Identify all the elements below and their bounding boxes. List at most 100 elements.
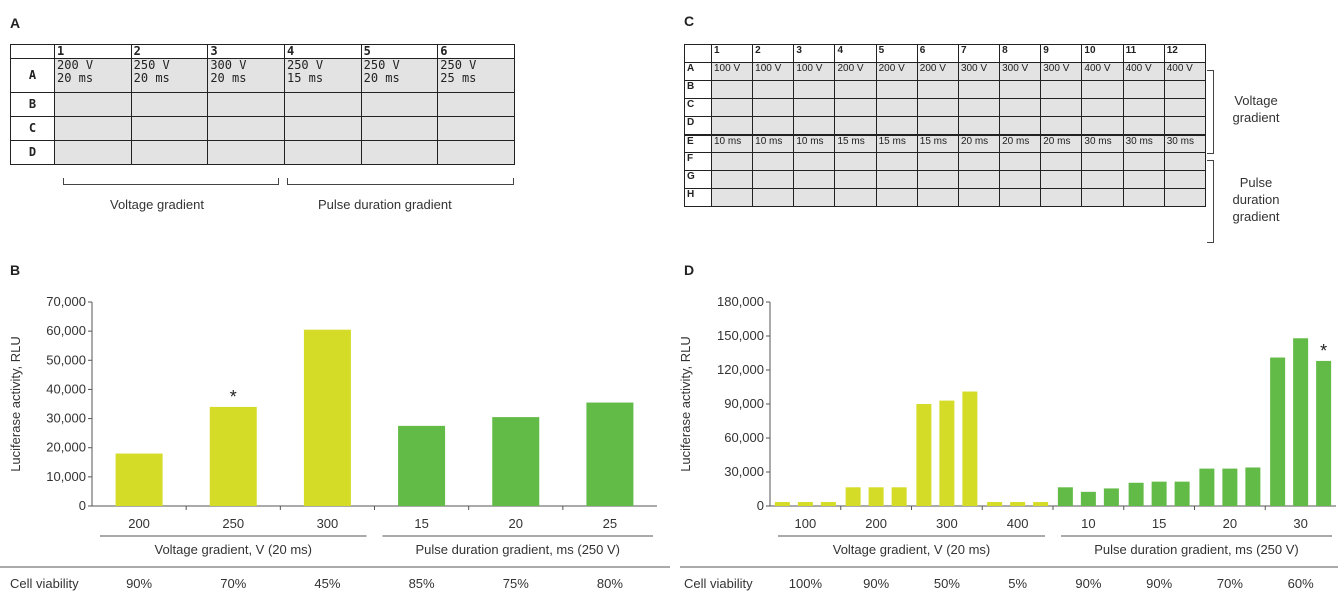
bracket-label-line: duration — [1232, 192, 1280, 207]
x-tick-label: 30 — [1293, 516, 1307, 531]
group-label-pulse: Pulse duration gradient, ms (250 V) — [416, 542, 621, 557]
plate-c-well — [1163, 170, 1207, 189]
plate-c-well: 15 ms — [834, 133, 877, 153]
bar — [1199, 468, 1215, 506]
group-label-pulse: Pulse duration gradient, ms (250 V) — [1094, 542, 1299, 557]
x-tick-label: 15 — [1152, 516, 1166, 531]
x-tick-label: 200 — [128, 516, 150, 531]
plate-a-well: 200 V 20 ms — [54, 58, 132, 93]
cell-viability-value: 75% — [503, 576, 529, 591]
plate-c-well — [999, 188, 1042, 207]
plate-c-well — [916, 152, 959, 171]
plate-a-well — [283, 116, 362, 141]
plate-a-col-header: 4 — [283, 44, 362, 59]
plate-a-well — [360, 116, 439, 141]
plate-c-row: H — [684, 188, 1207, 207]
plate-a-well — [130, 92, 209, 117]
cell-viability-value: 90% — [863, 576, 889, 591]
plate-c-well — [1040, 116, 1083, 135]
plate-a-well — [437, 92, 515, 117]
x-tick-label: 300 — [936, 516, 958, 531]
plate-c-well — [957, 152, 1001, 171]
y-tick-label: 0 — [79, 498, 86, 513]
plate-c-well — [875, 152, 918, 171]
cell-viability-value: 90% — [1146, 576, 1172, 591]
y-axis-label: Luciferase activity, RLU — [678, 336, 693, 472]
plate-c-well — [1122, 98, 1165, 117]
plate-c-col-header: 10 — [1081, 44, 1124, 63]
plate-c-well — [752, 152, 795, 171]
plate-a-well: 250 V 20 ms — [360, 58, 439, 93]
y-axis-label: Luciferase activity, RLU — [8, 336, 23, 472]
x-tick-label: 100 — [795, 516, 817, 531]
plate-c-well — [875, 170, 918, 189]
plate-c-well — [957, 80, 1001, 99]
plate-c-well: 20 ms — [1040, 133, 1083, 153]
plate-c-well — [793, 152, 836, 171]
y-tick-label: 60,000 — [46, 323, 86, 338]
x-tick-label: 15 — [414, 516, 428, 531]
bar — [845, 487, 861, 506]
cell-viability-value: 85% — [409, 576, 435, 591]
plate-c-well — [875, 188, 918, 207]
plate-a-well: 250 V 15 ms — [283, 58, 362, 93]
plate-a-well — [207, 140, 285, 165]
y-tick-label: 70,000 — [46, 294, 86, 309]
plate-c-well: 30 ms — [1163, 133, 1207, 153]
x-tick-label: 20 — [509, 516, 523, 531]
plate-layout-c: 1 2 3 4 5 6 7 8 9 10 11 12 A 100 V 100 V 100 V 200 V 200 … — [684, 44, 1207, 207]
bracket-label-line: Pulse — [1239, 175, 1273, 190]
x-tick-label: 250 — [222, 516, 244, 531]
bar — [868, 487, 884, 506]
plate-c-well — [916, 116, 959, 135]
bracket-voltage-gradient-a — [63, 178, 279, 185]
plate-c-well — [1081, 188, 1124, 207]
plate-a-col-header: 3 — [207, 44, 285, 59]
x-tick-label: 25 — [603, 516, 617, 531]
bar — [1316, 360, 1332, 506]
cell-viability-value: 80% — [597, 576, 623, 591]
cell-viability-value: 5% — [1008, 576, 1027, 591]
y-tick-label: 10,000 — [46, 469, 86, 484]
cell-viability-value: 50% — [934, 576, 960, 591]
x-tick-label: 10 — [1081, 516, 1095, 531]
bracket-pulse-gradient-a — [287, 178, 514, 185]
plate-c-well — [999, 80, 1042, 99]
plate-a-well — [54, 140, 132, 165]
significance-asterisk: * — [1320, 341, 1327, 361]
panel-letter-b: B — [10, 262, 21, 278]
panel-letter-c: C — [684, 13, 695, 29]
plate-c-col-header: 1 — [710, 44, 754, 63]
plate-c-well: 300 V — [957, 62, 1001, 81]
plate-c-well — [875, 116, 918, 135]
plate-c-well — [834, 188, 877, 207]
bar — [1080, 491, 1096, 506]
bar — [962, 391, 978, 506]
plate-c-well — [834, 98, 877, 117]
y-tick-label: 20,000 — [46, 440, 86, 455]
well-duration: 20 ms — [363, 71, 400, 85]
plate-a-row-header: B — [10, 92, 55, 117]
y-tick-label: 30,000 — [724, 464, 764, 479]
cell-viability-value: 45% — [314, 576, 340, 591]
bar — [1151, 481, 1167, 506]
plate-a-row-header: A — [10, 58, 55, 93]
bar — [398, 425, 446, 506]
y-tick-label: 50,000 — [46, 352, 86, 367]
plate-c-row: C — [684, 98, 1207, 117]
plate-c-well — [710, 188, 754, 207]
well-voltage: 250 V — [133, 58, 170, 72]
x-tick-label: 400 — [1007, 516, 1029, 531]
plate-a-well — [437, 140, 515, 165]
bar — [1128, 482, 1144, 506]
bar — [1103, 488, 1119, 506]
plate-c-well: 300 V — [999, 62, 1042, 81]
well-duration: 25 ms — [440, 71, 477, 85]
plate-a-well — [283, 92, 362, 117]
plate-c-well — [1122, 188, 1165, 207]
group-label-voltage: Voltage gradient, V (20 ms) — [833, 542, 991, 557]
plate-c-well: 400 V — [1081, 62, 1124, 81]
y-tick-label: 180,000 — [717, 294, 764, 309]
plate-c-well — [834, 152, 877, 171]
